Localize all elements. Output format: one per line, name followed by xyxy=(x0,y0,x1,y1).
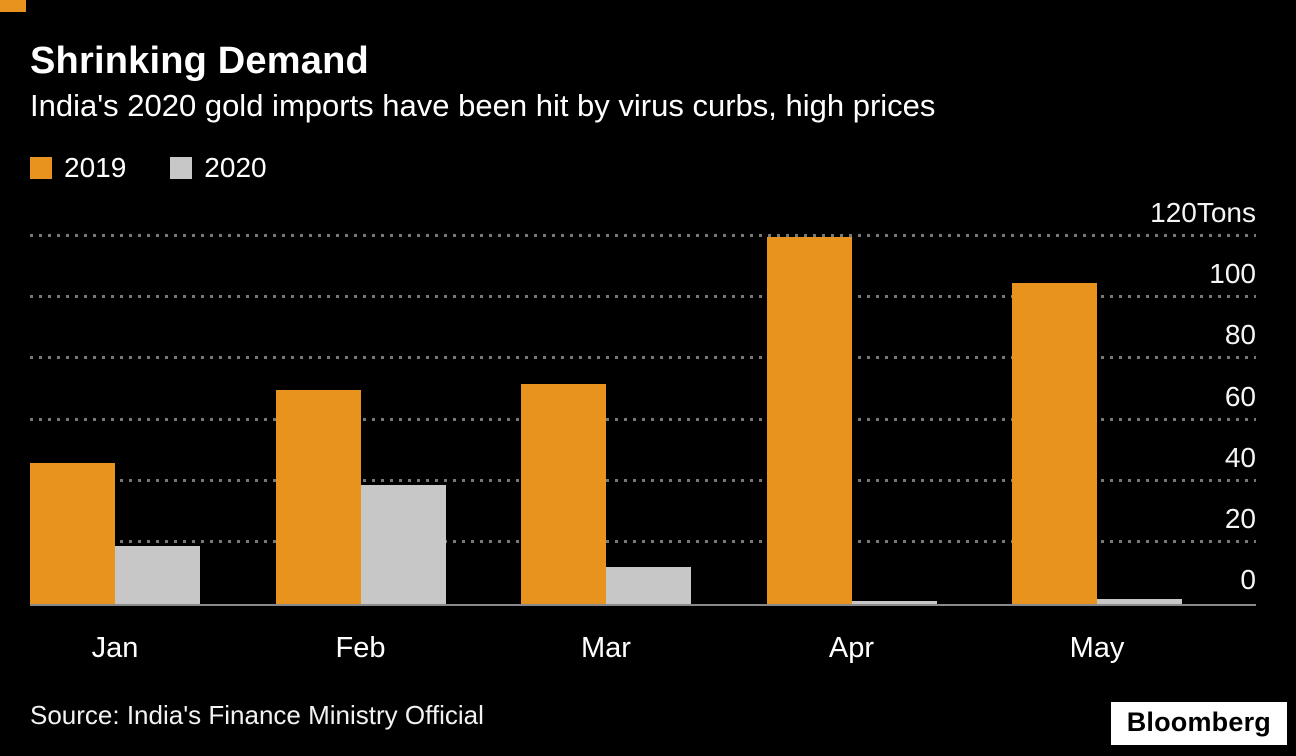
bar-2020-feb xyxy=(360,484,446,604)
x-tick-label-may: May xyxy=(1069,632,1125,664)
legend-label-2019: 2019 xyxy=(64,152,127,183)
x-axis: Jan Feb Mar Apr May xyxy=(30,632,1256,672)
legend-swatch-2020 xyxy=(170,157,193,179)
bar-2019-apr xyxy=(766,237,852,604)
gridline-20 xyxy=(30,539,1256,543)
chart-title: Shrinking Demand xyxy=(30,40,369,82)
bar-2019-feb xyxy=(275,389,361,604)
y-tick-label-120: 120Tons xyxy=(1150,197,1256,228)
x-tick-label-jan: Jan xyxy=(91,632,139,664)
x-tick-label-feb: Feb xyxy=(335,632,386,664)
gridline-80 xyxy=(30,356,1256,360)
bloomberg-logo: Bloomberg xyxy=(1110,702,1287,745)
gridline-100 xyxy=(30,295,1256,299)
bar-2020-apr xyxy=(851,600,937,604)
bar-2020-may xyxy=(1097,599,1182,604)
bar-2019-mar xyxy=(521,383,606,604)
legend-item-2020: 2020 xyxy=(170,152,267,184)
y-tick-label-40: 40 xyxy=(1224,441,1256,473)
y-tick-label-0: 0 xyxy=(1240,564,1256,595)
y-tick-label-60: 60 xyxy=(1224,380,1256,412)
source-note: Source: India's Finance Ministry Officia… xyxy=(30,700,484,730)
gridline-60 xyxy=(30,417,1256,421)
bar-2019-jan xyxy=(30,463,115,604)
gridline-40 xyxy=(30,478,1256,482)
y-tick-label-100: 100 xyxy=(1209,258,1256,290)
legend-swatch-2019 xyxy=(30,157,52,179)
brand-accent-mark xyxy=(0,0,26,12)
bar-2019-may xyxy=(1012,282,1097,604)
y-tick-label-80: 80 xyxy=(1224,319,1256,351)
x-tick-label-apr: Apr xyxy=(828,632,875,664)
bar-2020-mar xyxy=(606,567,691,604)
x-axis-baseline xyxy=(30,604,1256,606)
gridline-120 xyxy=(30,234,1256,237)
legend: 2019 2020 xyxy=(30,152,267,184)
x-tick-label-mar: Mar xyxy=(581,632,631,664)
y-tick-label-20: 20 xyxy=(1224,502,1256,534)
chart-plot: 0 20 40 60 80 100 120Tons xyxy=(30,199,1256,606)
legend-item-2019: 2019 xyxy=(30,152,126,184)
legend-label-2020: 2020 xyxy=(204,152,267,183)
chart-subtitle: India's 2020 gold imports have been hit … xyxy=(30,88,936,123)
bar-2020-jan xyxy=(115,545,200,604)
